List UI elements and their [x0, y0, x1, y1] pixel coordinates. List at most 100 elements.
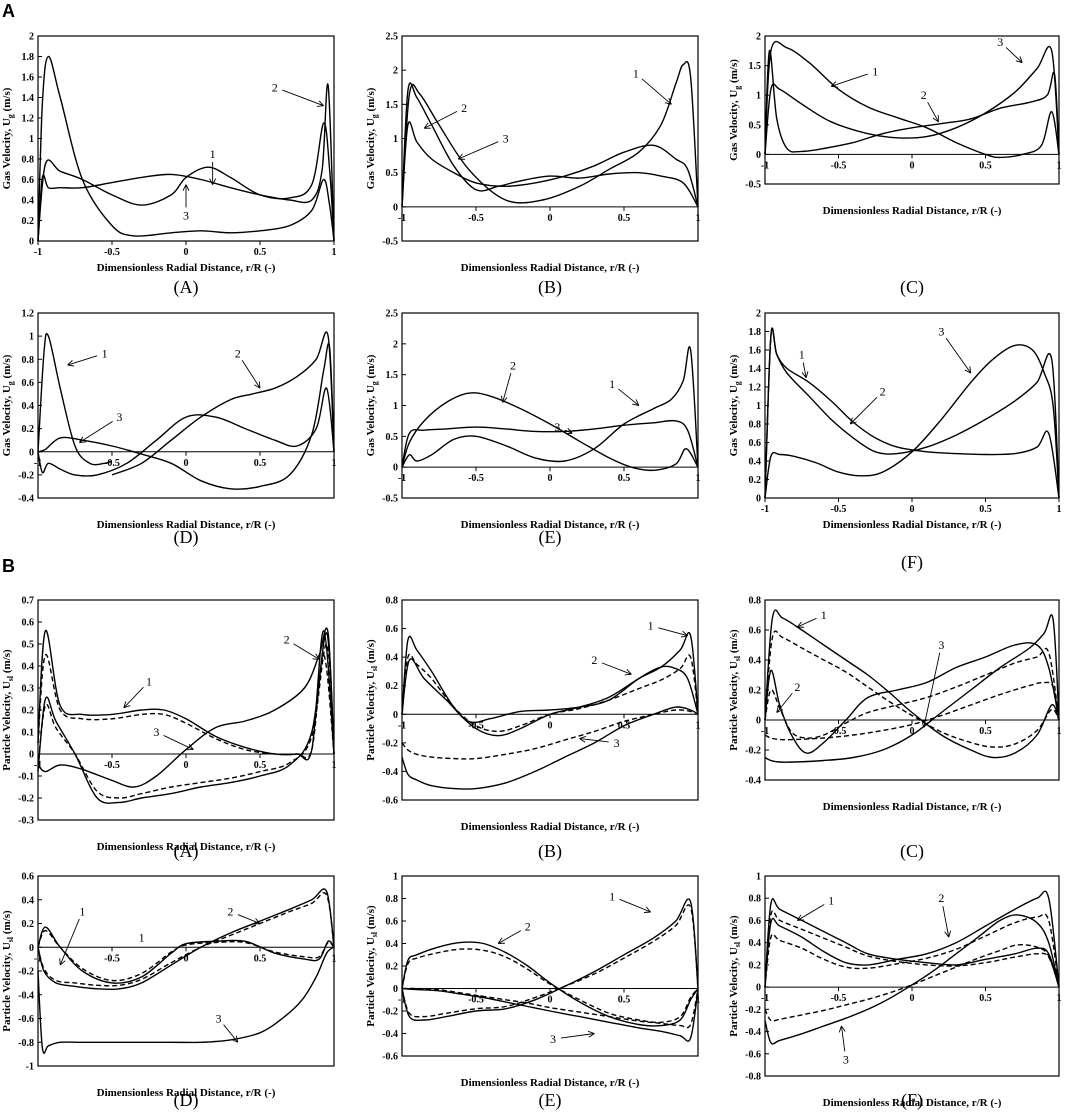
- x-tick-label: 1: [332, 458, 337, 469]
- annotation-arrowhead: [796, 914, 805, 921]
- x-tick-label: -1: [398, 473, 406, 484]
- y-axis-title: Gas Velocity, Ug (m/s): [365, 354, 379, 456]
- x-axis-title: Dimensionless Radial Distance, r/R (-): [823, 519, 1002, 531]
- y-tick-label: 0.8: [749, 596, 762, 607]
- y-tick-label: 0: [756, 716, 761, 727]
- annotation-arrow: [618, 388, 640, 406]
- curve-label-1: 1: [872, 65, 878, 79]
- curve-label-3: 3: [938, 325, 944, 339]
- annotation-arrow: [223, 1024, 239, 1043]
- series-line-1-dashed: [37, 654, 335, 759]
- series-line-2-dashed: [764, 647, 1060, 739]
- curve-label-3: 3: [997, 35, 1003, 49]
- series-line-1: [764, 40, 1060, 159]
- panel-caption: (F): [901, 552, 923, 573]
- curve-label-2: 2: [461, 101, 467, 115]
- curve-label-3: 3: [614, 736, 620, 750]
- x-tick-label: 1: [696, 720, 701, 731]
- x-tick-label: 0.5: [254, 953, 267, 964]
- y-tick-label: 0.2: [386, 681, 399, 692]
- x-tick-label: -1: [34, 953, 42, 964]
- y-tick-label: 1: [756, 401, 761, 412]
- y-tick-label: 2: [756, 32, 761, 43]
- annotation-arrow: [945, 337, 972, 374]
- annotation-arrowhead: [964, 366, 972, 374]
- x-tick-label: 0: [910, 504, 915, 515]
- x-axis-title: Dimensionless Radial Distance, r/R (-): [461, 1077, 640, 1089]
- curve-label-2: 2: [525, 920, 531, 934]
- y-tick-label: 0.2: [749, 475, 762, 486]
- y-tick-label: 1.8: [22, 52, 35, 63]
- curve-label-3: 3: [554, 420, 560, 434]
- annotation-arrow: [1005, 47, 1023, 63]
- series-line-2-dashed: [37, 643, 335, 799]
- annotation-arrow: [802, 362, 807, 378]
- x-axis-title: Dimensionless Radial Distance, r/R (-): [97, 519, 276, 531]
- y-tick-label: -0.6: [745, 1049, 761, 1060]
- x-axis-title: Dimensionless Radial Distance, r/R (-): [823, 205, 1002, 217]
- x-tick-label: 0: [184, 953, 189, 964]
- curve-label-2: 2: [938, 891, 944, 905]
- x-tick-label: 1: [1057, 993, 1062, 1004]
- y-tick-label: -0.3: [18, 816, 34, 827]
- y-tick-label: 0.5: [749, 120, 762, 131]
- y-axis-title-subscript: sl: [733, 941, 742, 947]
- x-tick-label: 0.5: [618, 995, 631, 1006]
- series-line-1-dashed: [37, 929, 335, 982]
- y-axis-title-main: Particle Velocity, U: [1, 681, 13, 771]
- series-line-2: [37, 387, 335, 477]
- y-tick-label: 0.2: [22, 706, 35, 717]
- chart-panel-a-e: -0.500.511.522.5-1 -0.5 0 0.5 1Dimensionless…: [365, 309, 701, 549]
- x-tick-label: 0: [910, 726, 915, 737]
- annotation-arrowhead: [830, 81, 838, 88]
- annotation-arrowhead: [801, 371, 809, 379]
- y-axis-title: Particle Velocity, Usl (m/s): [728, 629, 742, 751]
- annotation-arrowhead: [59, 958, 66, 966]
- annotation-arrowhead: [849, 417, 857, 425]
- y-axis-title-unit: (m/s): [1, 910, 13, 937]
- y-tick-label: -1: [26, 1062, 34, 1073]
- series-line-1-dashed: [764, 630, 1060, 748]
- series-line-2: [764, 327, 1060, 499]
- y-axis-title-main: Particle Velocity, U: [728, 661, 740, 751]
- x-tick-label: 0.5: [618, 473, 631, 484]
- y-tick-label: 0.4: [22, 895, 35, 906]
- annotation-arrowhead: [632, 399, 640, 406]
- y-axis-title-main: Gas Velocity, U: [1, 118, 13, 189]
- y-axis-title-subscript: sl: [370, 665, 379, 671]
- y-axis-title-unit: (m/s): [365, 905, 377, 932]
- y-tick-label: 1.4: [749, 364, 762, 375]
- x-tick-label: -1: [398, 720, 406, 731]
- series-line-3-dashed: [764, 944, 1060, 1022]
- annotation-arrowhead: [932, 115, 939, 123]
- curve-label-3: 3: [183, 208, 189, 222]
- curve-label-1: 1: [633, 67, 639, 81]
- x-tick-label: -0.5: [104, 760, 120, 771]
- chart-panel-b-d: -1 -0.8 -0.6 -0.4 -0.2 0 0.2 0.4 0.6 -1 -0.5 0 0.5 1 D…: [1, 872, 337, 1112]
- plot-frame: [37, 312, 335, 499]
- y-tick-label: -0.6: [18, 1014, 34, 1025]
- series-line-3: [37, 627, 335, 788]
- x-tick-label: 0.5: [979, 504, 992, 515]
- x-tick-label: -1: [761, 726, 769, 737]
- x-axis-title: Dimensionless Radial Distance, r/R (-): [97, 262, 276, 274]
- series-line-1: [37, 122, 335, 242]
- x-tick-label: -1: [761, 993, 769, 1004]
- y-axis-title-unit: (m/s): [1, 87, 13, 114]
- y-tick-label: 0.6: [749, 626, 762, 637]
- annotation-arrow: [282, 89, 324, 107]
- section-label-b: B: [2, 556, 15, 576]
- curve-label-3: 3: [938, 638, 944, 652]
- y-tick-label: 1.5: [386, 100, 399, 111]
- y-axis-title-subscript: g: [370, 381, 379, 385]
- x-tick-label: 0: [910, 993, 915, 1004]
- curve-label-3: 3: [503, 132, 509, 146]
- y-tick-label: 1.5: [386, 370, 399, 381]
- x-tick-label: 0: [184, 247, 189, 258]
- y-tick-label: 0.8: [22, 155, 35, 166]
- y-tick-label: 1.2: [749, 383, 762, 394]
- x-tick-label: 0: [184, 458, 189, 469]
- annotation-arrowhead: [231, 1035, 239, 1043]
- series-line-3: [764, 614, 1060, 763]
- annotation-arrowhead: [921, 720, 929, 728]
